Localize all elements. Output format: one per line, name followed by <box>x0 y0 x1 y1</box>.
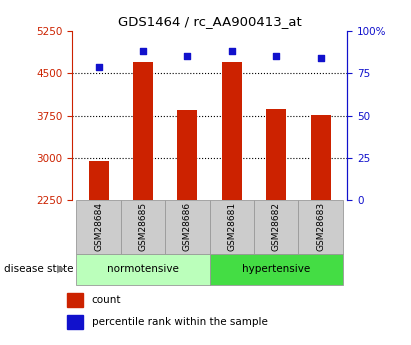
Text: GSM28685: GSM28685 <box>139 202 148 252</box>
Point <box>95 64 102 69</box>
Text: GSM28682: GSM28682 <box>272 202 281 252</box>
Text: normotensive: normotensive <box>107 264 179 274</box>
Point <box>229 49 235 54</box>
Bar <box>133 62 153 200</box>
Bar <box>67 315 83 329</box>
Point <box>273 54 279 59</box>
Text: percentile rank within the sample: percentile rank within the sample <box>92 317 268 327</box>
Text: GSM28684: GSM28684 <box>94 202 103 252</box>
Text: hypertensive: hypertensive <box>242 264 310 274</box>
FancyBboxPatch shape <box>210 254 343 285</box>
Point <box>140 49 146 54</box>
Bar <box>67 293 83 307</box>
FancyBboxPatch shape <box>121 200 165 254</box>
Bar <box>89 161 109 200</box>
FancyBboxPatch shape <box>76 200 121 254</box>
FancyBboxPatch shape <box>76 254 210 285</box>
Text: ▶: ▶ <box>58 264 66 274</box>
Text: GSM28683: GSM28683 <box>316 202 325 252</box>
Point <box>184 54 191 59</box>
FancyBboxPatch shape <box>298 200 343 254</box>
Bar <box>222 62 242 200</box>
FancyBboxPatch shape <box>210 200 254 254</box>
Point <box>317 55 324 61</box>
Bar <box>178 110 197 200</box>
FancyBboxPatch shape <box>254 200 298 254</box>
Text: count: count <box>92 295 121 305</box>
Bar <box>266 109 286 200</box>
Title: GDS1464 / rc_AA900413_at: GDS1464 / rc_AA900413_at <box>118 16 302 29</box>
FancyBboxPatch shape <box>165 200 210 254</box>
Text: GSM28681: GSM28681 <box>227 202 236 252</box>
Bar <box>311 115 330 200</box>
Text: disease state: disease state <box>4 264 74 274</box>
Text: GSM28686: GSM28686 <box>183 202 192 252</box>
